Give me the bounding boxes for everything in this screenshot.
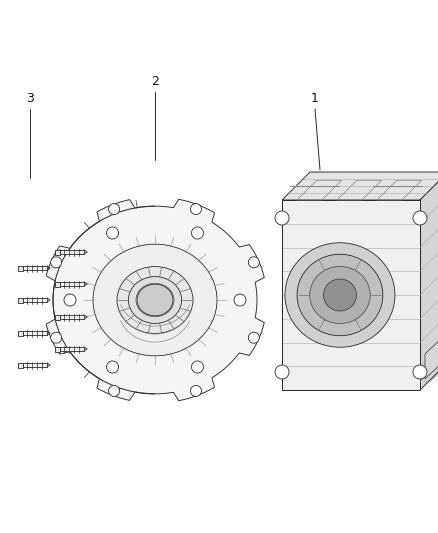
Circle shape <box>109 385 120 397</box>
Circle shape <box>413 365 427 379</box>
Circle shape <box>191 204 201 215</box>
Ellipse shape <box>285 243 395 348</box>
Polygon shape <box>282 172 438 200</box>
Polygon shape <box>18 265 23 271</box>
Polygon shape <box>18 362 23 367</box>
Ellipse shape <box>323 279 357 311</box>
Polygon shape <box>310 172 438 362</box>
Polygon shape <box>23 331 47 335</box>
Text: 1: 1 <box>311 92 319 105</box>
Ellipse shape <box>297 254 383 336</box>
Polygon shape <box>55 281 60 287</box>
Ellipse shape <box>144 290 166 310</box>
Text: 2: 2 <box>151 75 159 88</box>
Polygon shape <box>23 298 47 302</box>
Ellipse shape <box>137 284 173 316</box>
Ellipse shape <box>93 244 217 356</box>
Polygon shape <box>60 250 84 254</box>
Polygon shape <box>23 266 47 270</box>
Circle shape <box>248 332 259 343</box>
Polygon shape <box>18 297 23 303</box>
Circle shape <box>51 257 62 268</box>
Ellipse shape <box>310 266 370 324</box>
Circle shape <box>106 227 119 239</box>
Ellipse shape <box>136 283 174 317</box>
Polygon shape <box>60 282 84 286</box>
Circle shape <box>275 365 289 379</box>
Ellipse shape <box>117 266 193 334</box>
Circle shape <box>64 294 76 306</box>
Circle shape <box>106 361 119 373</box>
Polygon shape <box>425 337 438 379</box>
Polygon shape <box>282 200 420 390</box>
Polygon shape <box>55 249 60 254</box>
Circle shape <box>191 361 204 373</box>
Circle shape <box>109 204 120 215</box>
Text: 3: 3 <box>26 92 34 105</box>
Circle shape <box>191 385 201 397</box>
Polygon shape <box>420 172 438 390</box>
Polygon shape <box>46 199 264 401</box>
Circle shape <box>275 211 289 225</box>
Circle shape <box>234 294 246 306</box>
Polygon shape <box>60 315 84 319</box>
Circle shape <box>248 257 259 268</box>
Polygon shape <box>18 330 23 335</box>
Polygon shape <box>23 363 47 367</box>
Circle shape <box>413 211 427 225</box>
Circle shape <box>51 332 62 343</box>
Polygon shape <box>55 346 60 351</box>
Polygon shape <box>55 314 60 319</box>
Circle shape <box>191 227 204 239</box>
Ellipse shape <box>128 277 182 324</box>
Ellipse shape <box>53 206 257 394</box>
Polygon shape <box>60 347 84 351</box>
